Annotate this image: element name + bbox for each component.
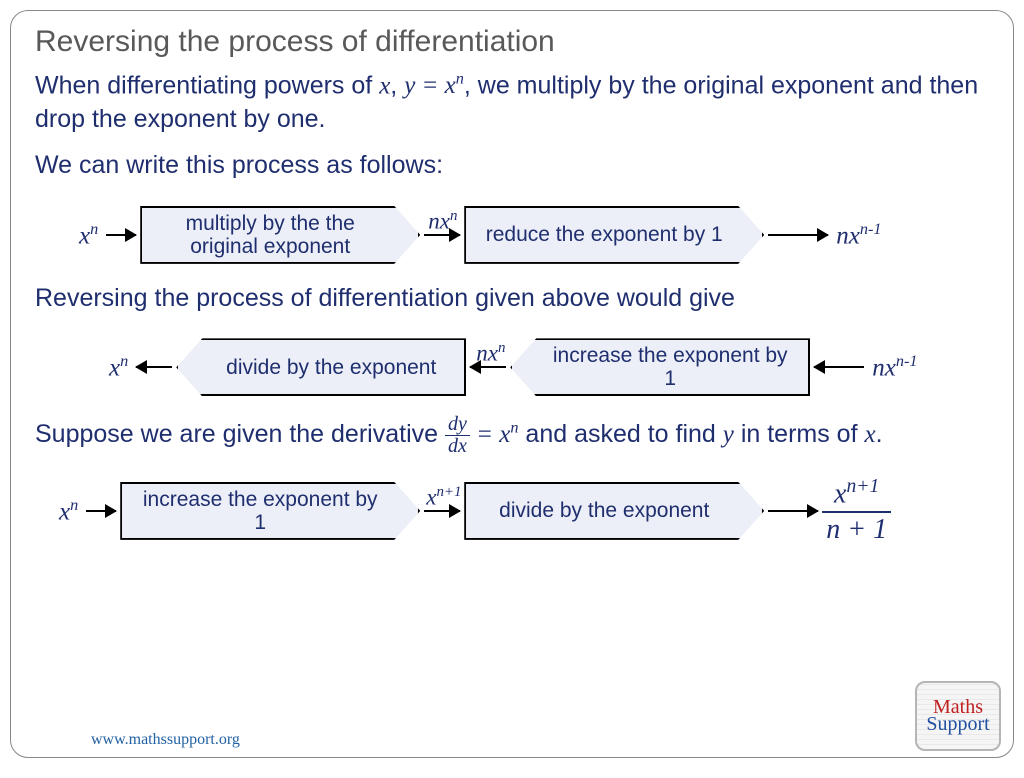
arrow-with-label: nxn <box>424 234 460 236</box>
flow-differentiation: xn multiply by the the original exponent… <box>75 206 989 264</box>
text: = x <box>470 421 510 448</box>
superscript: n <box>70 496 78 514</box>
superscript: n <box>450 208 457 224</box>
numerator: dy <box>445 414 470 436</box>
superscript: n <box>120 352 128 370</box>
math-x: x <box>864 421 875 448</box>
arrow-with-label: xn+1 <box>424 510 460 512</box>
flow-reversed: xn divide by the exponent nxn increase t… <box>105 338 989 396</box>
arrow-right-icon <box>106 234 136 236</box>
step-multiply-exponent: multiply by the the original exponent <box>140 206 420 264</box>
step-divide-exponent: divide by the exponent <box>464 482 764 540</box>
math-y-eq-xn: y = xn <box>404 72 464 99</box>
fraction-dydx: dydx <box>445 414 470 457</box>
arrow-right-icon <box>424 510 460 512</box>
superscript: n <box>498 340 505 356</box>
superscript: n-1 <box>896 352 918 370</box>
denominator: n + 1 <box>822 513 891 544</box>
arrow-left-icon <box>814 366 864 368</box>
text: x <box>109 354 120 381</box>
text: x <box>79 222 90 249</box>
text: x <box>59 498 70 525</box>
numerator: xn+1 <box>822 477 891 513</box>
superscript: n+1 <box>846 476 879 497</box>
flow2-input: nxn-1 <box>868 352 921 382</box>
arrow-right-icon <box>768 234 828 236</box>
math-eq-xn: = xn <box>470 421 519 448</box>
arrow-right-icon <box>424 234 460 236</box>
text: When differentiating powers of <box>35 71 379 99</box>
text: in terms of <box>734 420 865 448</box>
arrow-left-icon <box>136 366 172 368</box>
text: x <box>834 479 846 510</box>
slide-frame: Reversing the process of differentiation… <box>10 10 1014 758</box>
footer-link[interactable]: www.mathssupport.org <box>91 731 240 749</box>
superscript: n+1 <box>436 484 461 500</box>
superscript: n <box>90 220 98 238</box>
denominator: dx <box>445 436 470 457</box>
step-increase-exponent: increase the exponent by 1 <box>120 482 420 540</box>
paragraph-2: We can write this process as follows: <box>35 149 989 182</box>
math-y: y <box>723 421 734 448</box>
paragraph-4: Suppose we are given the derivative dydx… <box>35 414 989 457</box>
step-increase-exponent: increase the exponent by 1 <box>510 338 810 396</box>
flow1-input: xn <box>75 220 102 250</box>
flow3-input: xn <box>55 496 82 526</box>
step-reduce-exponent: reduce the exponent by 1 <box>464 206 764 264</box>
text: y = x <box>404 72 456 99</box>
flow1-output: nxn-1 <box>832 220 885 250</box>
text: x <box>426 485 436 510</box>
flow2-output: xn <box>105 352 132 382</box>
math-x: x <box>379 72 390 99</box>
arrow-left-icon <box>470 366 506 368</box>
logo-line2: Support <box>926 716 989 733</box>
text: , <box>390 71 404 99</box>
maths-support-logo: Maths Support <box>915 681 1001 751</box>
arrow-with-label: nxn <box>470 366 506 368</box>
arrow-right-icon <box>768 510 818 512</box>
superscript: n <box>456 70 464 88</box>
arrow-right-icon <box>86 510 116 512</box>
text: nx <box>428 208 450 233</box>
paragraph-1: When differentiating powers of x, y = xn… <box>35 69 989 135</box>
text: nx <box>872 354 896 381</box>
text: . <box>876 420 883 448</box>
flow-integration: xn increase the exponent by 1 xn+1 divid… <box>55 477 989 544</box>
flow3-output: xn+1 n + 1 <box>822 477 891 544</box>
step-divide-exponent: divide by the exponent <box>176 338 466 396</box>
page-title: Reversing the process of differentiation <box>35 25 989 59</box>
superscript: n-1 <box>860 220 882 238</box>
text: nx <box>836 222 860 249</box>
paragraph-3: Reversing the process of differentiation… <box>35 282 989 315</box>
text: Suppose we are given the derivative <box>35 420 445 448</box>
text: and asked to find <box>518 420 722 448</box>
